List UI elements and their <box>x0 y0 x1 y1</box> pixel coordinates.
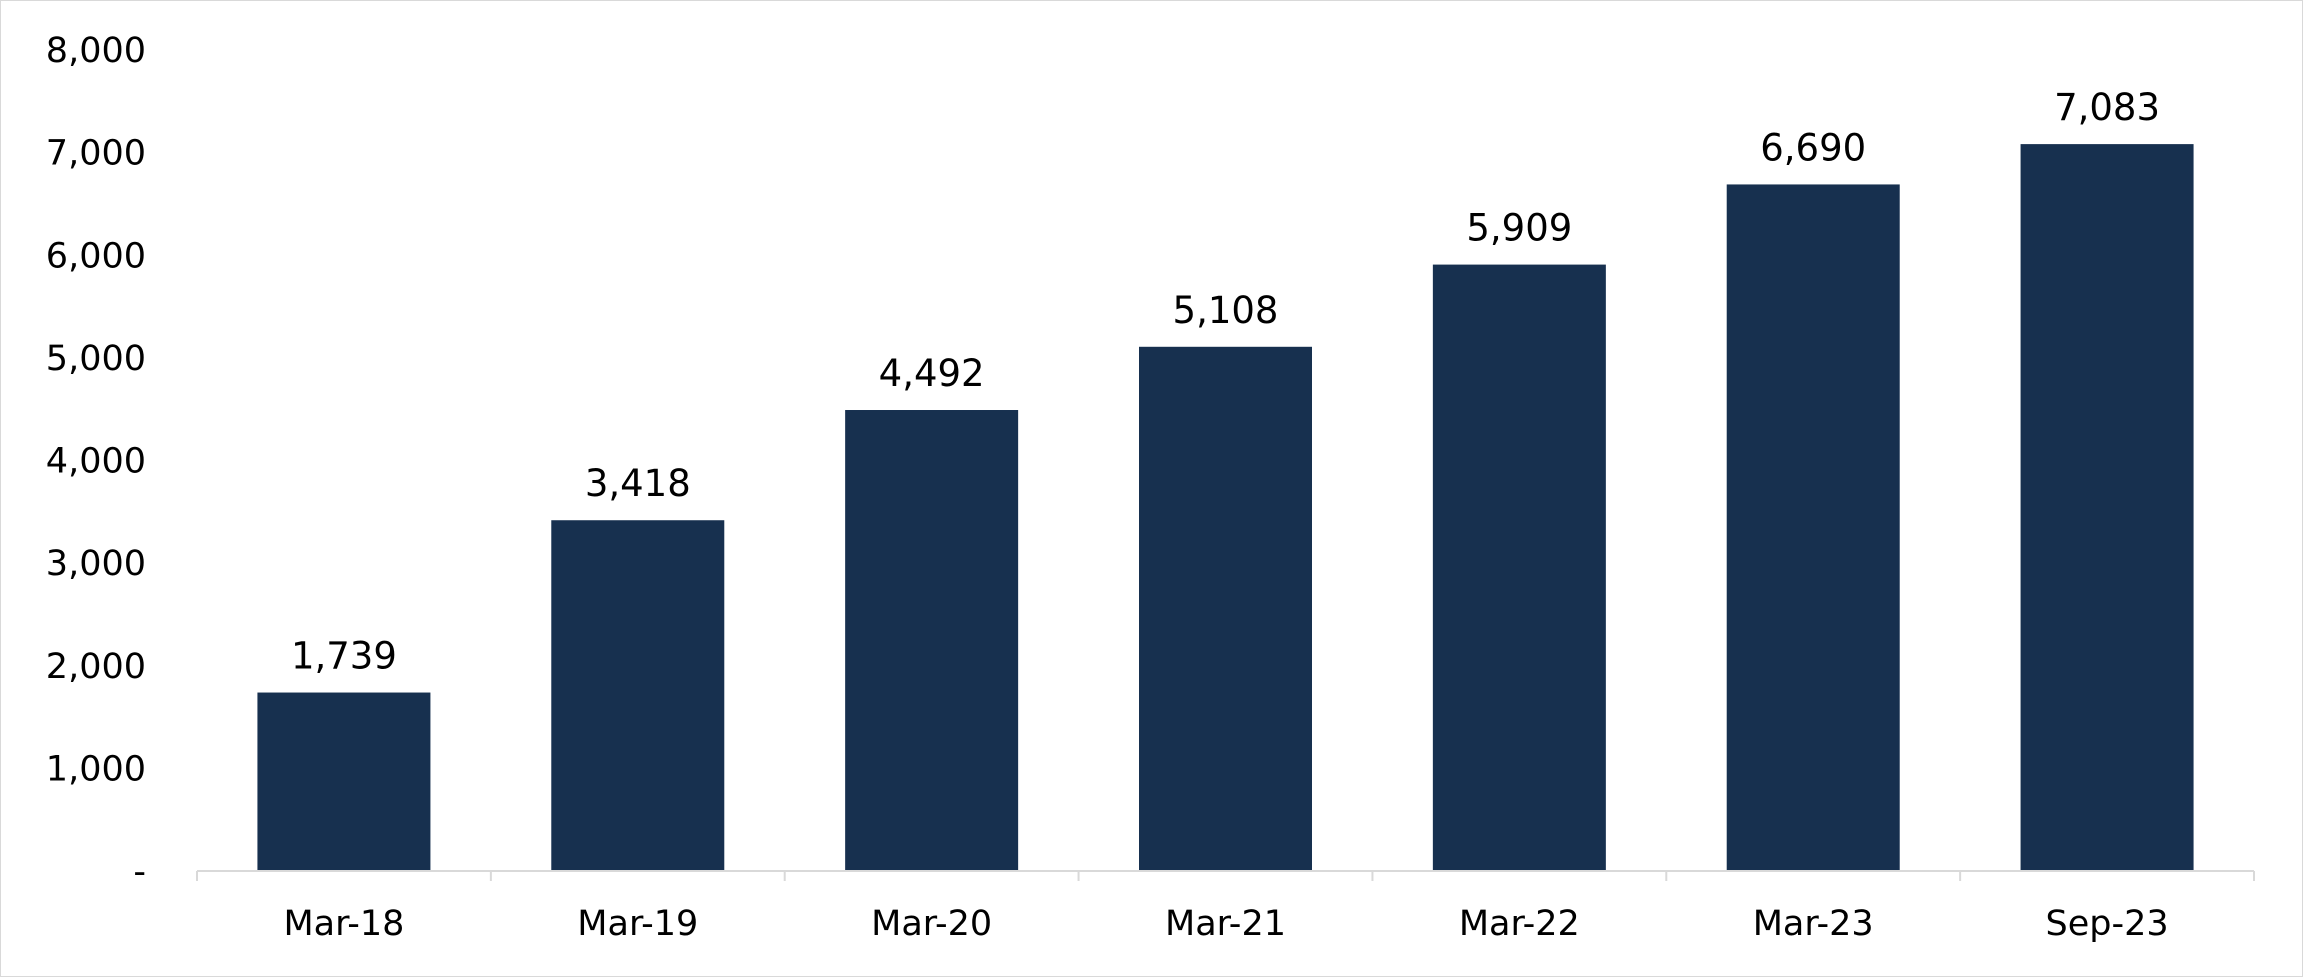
bars <box>257 144 2194 872</box>
y-tick-label: 3,000 <box>46 544 146 584</box>
y-tick-label: 1,000 <box>46 749 146 789</box>
x-tick-label: Mar-18 <box>283 904 404 944</box>
y-tick-label: 7,000 <box>46 134 146 174</box>
data-label: 3,418 <box>585 462 691 505</box>
bar <box>1726 184 1900 872</box>
y-tick-label: 4,000 <box>46 442 146 482</box>
x-tick-label: Mar-22 <box>1459 904 1580 944</box>
data-label: 7,083 <box>2054 86 2160 129</box>
y-tick-label: 2,000 <box>46 647 146 687</box>
x-tick-label: Mar-20 <box>871 904 992 944</box>
bar <box>1139 346 1312 871</box>
bar <box>257 692 431 871</box>
data-label: 6,690 <box>1760 126 1866 169</box>
data-label: 5,108 <box>1173 289 1279 332</box>
y-tick-label: - <box>133 852 146 892</box>
y-tick-label: 8,000 <box>46 31 146 71</box>
y-axis-ticks: - 1,000 2,000 3,000 4,000 5,000 6,000 7,000 8,00… <box>46 31 146 892</box>
x-axis-ticks: Mar-18 Mar-19 Mar-20 Mar-21 Mar-22 Mar-23 Sep-… <box>196 871 2255 944</box>
y-tick-label: 5,000 <box>46 339 146 379</box>
bar <box>551 520 725 871</box>
data-label: 1,739 <box>291 635 397 678</box>
x-tick-label: Mar-19 <box>577 904 698 944</box>
data-labels: 1,739 3,418 4,492 5,108 5,909 6,690 7,083 <box>291 86 2160 677</box>
data-label: 4,492 <box>879 352 985 395</box>
x-tick-label: Mar-23 <box>1753 904 1874 944</box>
y-tick-label: 6,000 <box>46 236 146 276</box>
x-tick-label: Sep-23 <box>2046 904 2169 944</box>
bar <box>845 410 1019 871</box>
x-tick-label: Mar-21 <box>1165 904 1286 944</box>
bar <box>1432 264 1606 871</box>
data-label: 5,909 <box>1466 207 1572 250</box>
bar <box>2020 144 2194 872</box>
